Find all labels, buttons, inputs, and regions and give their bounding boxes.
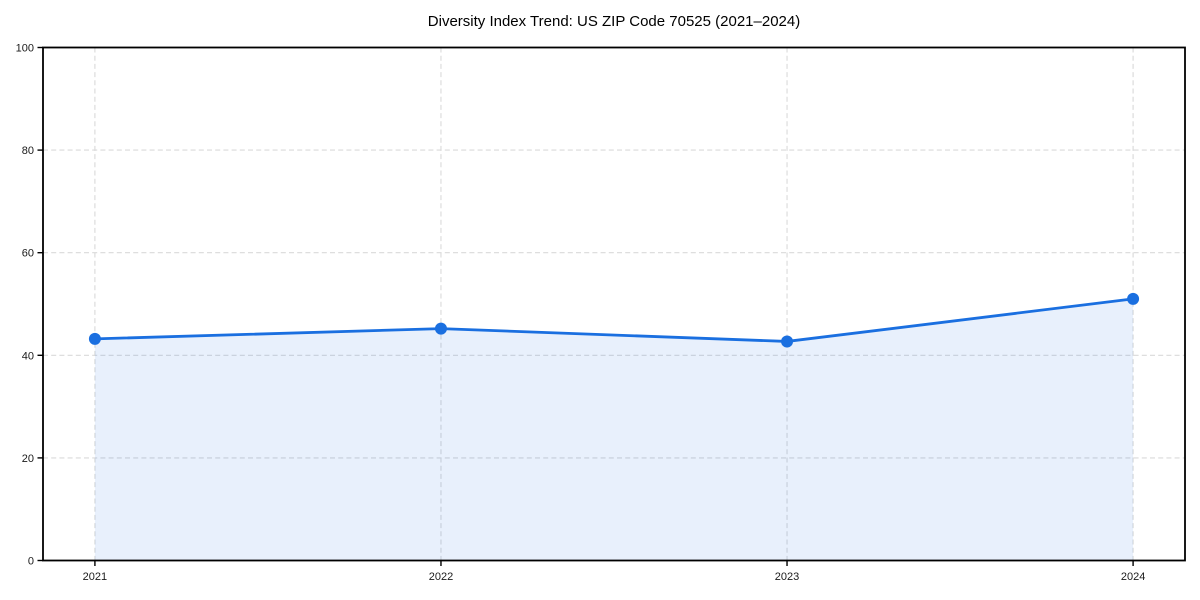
y-tick-label: 20 <box>22 453 34 465</box>
trend-line <box>93 297 1135 343</box>
data-point-marker <box>781 335 794 348</box>
line-series <box>93 297 1135 343</box>
data-point-marker <box>1127 292 1140 305</box>
chart-title: Diversity Index Trend: US ZIP Code 70525… <box>427 13 801 30</box>
axes-spines <box>42 46 1186 562</box>
x-tick-label: 2021 <box>83 571 107 583</box>
data-point-marker <box>88 332 101 345</box>
x-tick-label: 2024 <box>1121 571 1145 583</box>
tick-labels: 2021 2022 2023 2024 0 20 40 60 80 100 <box>16 43 1146 584</box>
y-tick-label: 40 <box>22 350 34 362</box>
data-points <box>88 292 1140 348</box>
y-tick-label: 80 <box>22 145 34 157</box>
area-fill <box>94 298 1134 561</box>
y-tick-label: 100 <box>16 43 34 55</box>
x-tick-label: 2023 <box>775 571 799 583</box>
area-under-line <box>94 298 1134 561</box>
y-tick-label: 0 <box>28 556 34 568</box>
data-point-marker <box>434 322 447 335</box>
gridlines <box>43 47 1185 561</box>
axes-box <box>42 46 1186 562</box>
y-tick-label: 60 <box>22 248 34 260</box>
x-tick-label: 2022 <box>429 571 453 583</box>
tick-marks <box>37 46 1134 566</box>
